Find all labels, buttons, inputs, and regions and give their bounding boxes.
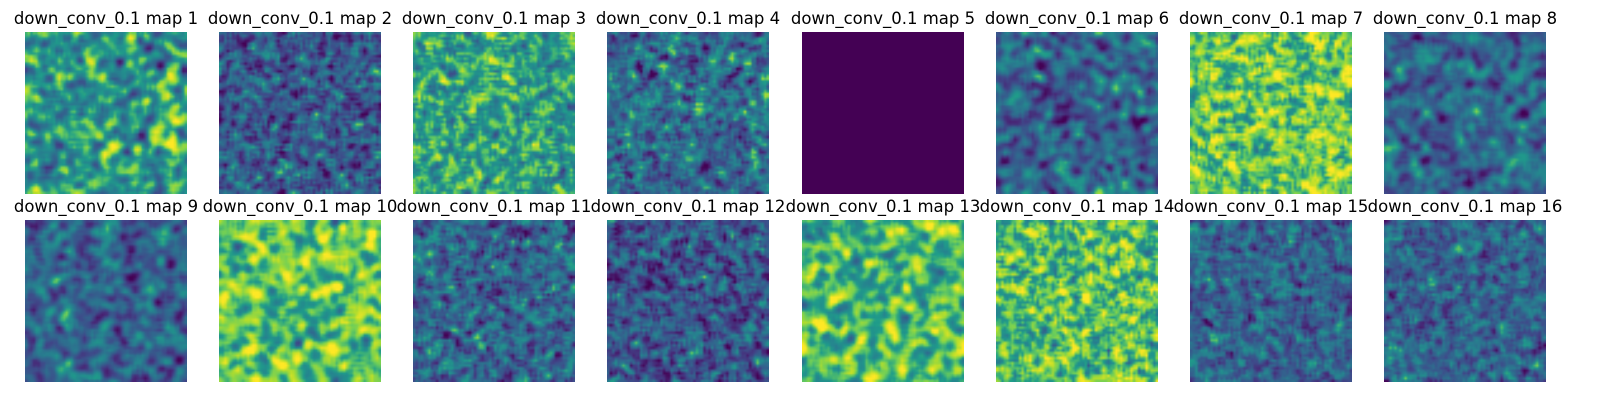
feature-map-panel: down_conv_0.1 map 3 (395, 8, 593, 194)
feature-map-panel: down_conv_0.1 map 7 (1172, 8, 1370, 194)
feature-map-title: down_conv_0.1 map 7 (1178, 9, 1364, 28)
feature-map-title: down_conv_0.1 map 15 (1173, 197, 1369, 216)
feature-map-heatmap (607, 32, 769, 194)
feature-map-title: down_conv_0.1 map 8 (1372, 9, 1558, 28)
feature-map-title: down_conv_0.1 map 5 (790, 9, 976, 28)
feature-map-panel: down_conv_0.1 map 13 (784, 196, 982, 382)
feature-map-title: down_conv_0.1 map 14 (979, 197, 1175, 216)
feature-map-heatmap (607, 220, 769, 382)
feature-map-panel: down_conv_0.1 map 16 (1366, 196, 1564, 382)
feature-map-title: down_conv_0.1 map 10 (202, 197, 398, 216)
feature-map-heatmap (25, 32, 187, 194)
feature-map-heatmap (1190, 32, 1352, 194)
feature-map-heatmap (25, 220, 187, 382)
feature-map-heatmap (802, 220, 964, 382)
feature-map-heatmap (413, 32, 575, 194)
feature-map-heatmap (996, 220, 1158, 382)
feature-map-panel: down_conv_0.1 map 6 (978, 8, 1176, 194)
feature-map-panel: down_conv_0.1 map 9 (7, 196, 205, 382)
feature-map-title: down_conv_0.1 map 3 (401, 9, 587, 28)
feature-map-title: down_conv_0.1 map 9 (13, 197, 199, 216)
feature-map-title: down_conv_0.1 map 13 (785, 197, 981, 216)
feature-map-panel: down_conv_0.1 map 14 (978, 196, 1176, 382)
feature-map-heatmap (413, 220, 575, 382)
feature-map-panel: down_conv_0.1 map 5 (784, 8, 982, 194)
feature-map-panel: down_conv_0.1 map 10 (201, 196, 399, 382)
feature-map-title: down_conv_0.1 map 12 (590, 197, 786, 216)
feature-map-heatmap (1384, 32, 1546, 194)
feature-map-title: down_conv_0.1 map 16 (1367, 197, 1563, 216)
feature-map-panel: down_conv_0.1 map 12 (589, 196, 787, 382)
feature-map-heatmap (996, 32, 1158, 194)
feature-map-title: down_conv_0.1 map 2 (207, 9, 393, 28)
feature-map-heatmap (802, 32, 964, 194)
feature-map-heatmap (219, 32, 381, 194)
feature-map-title: down_conv_0.1 map 1 (13, 9, 199, 28)
feature-map-panel: down_conv_0.1 map 15 (1172, 196, 1370, 382)
feature-map-panel: down_conv_0.1 map 11 (395, 196, 593, 382)
feature-map-heatmap (219, 220, 381, 382)
feature-map-panel: down_conv_0.1 map 2 (201, 8, 399, 194)
feature-map-title: down_conv_0.1 map 6 (984, 9, 1170, 28)
feature-map-panel: down_conv_0.1 map 8 (1366, 8, 1564, 194)
feature-map-panel: down_conv_0.1 map 1 (7, 8, 205, 194)
feature-map-title: down_conv_0.1 map 4 (595, 9, 781, 28)
feature-map-heatmap (1384, 220, 1546, 382)
feature-map-title: down_conv_0.1 map 11 (396, 197, 592, 216)
feature-map-panel: down_conv_0.1 map 4 (589, 8, 787, 194)
feature-map-heatmap (1190, 220, 1352, 382)
